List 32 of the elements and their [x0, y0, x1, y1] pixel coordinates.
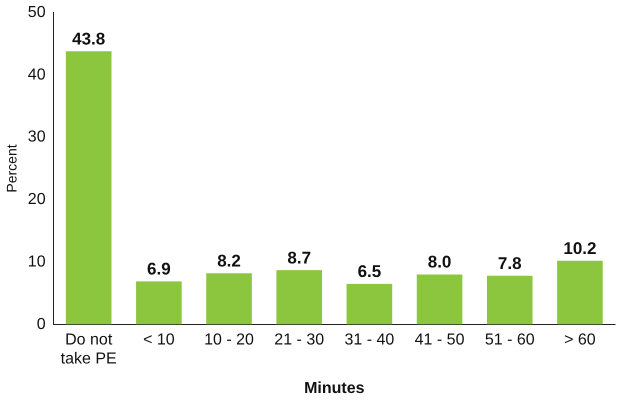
data-label: 8.0: [428, 252, 452, 272]
bar: [486, 276, 533, 324]
bar: [136, 281, 182, 324]
data-label: 6.5: [358, 262, 382, 282]
x-tick-label: 41 - 50: [414, 331, 465, 348]
bar: [276, 270, 322, 324]
data-label: 6.9: [147, 260, 171, 279]
data-label: 8.2: [217, 251, 241, 270]
y-tick-label: 40: [28, 66, 46, 84]
bar: [346, 284, 392, 324]
data-label: 43.8: [72, 29, 106, 48]
bar: [206, 273, 252, 324]
x-tick-label: 10 - 20: [204, 331, 254, 348]
x-tick-label: 31 - 40: [344, 331, 394, 348]
y-tick-label: 30: [28, 128, 46, 146]
bar: [66, 51, 112, 324]
x-tick-label: 21 - 30: [274, 331, 324, 348]
y-tick-label: 0: [36, 316, 46, 333]
x-tick-label: < 10: [143, 331, 175, 348]
bar: [557, 260, 603, 324]
y-tick-label: 50: [28, 4, 46, 22]
y-tick-label: 10: [28, 253, 46, 270]
x-tick-label: 51 - 60: [484, 331, 535, 348]
data-label: 10.2: [563, 238, 596, 258]
x-tick-label: > 60: [564, 331, 596, 348]
bar: [416, 274, 462, 324]
x-tick-label: Do not take PE: [60, 331, 117, 368]
y-axis-title: Percent: [3, 144, 20, 193]
data-label: 7.8: [498, 254, 522, 273]
y-tick-label: 20: [28, 191, 46, 208]
data-label: 8.7: [287, 248, 312, 268]
x-axis-title: Minutes: [304, 380, 365, 397]
